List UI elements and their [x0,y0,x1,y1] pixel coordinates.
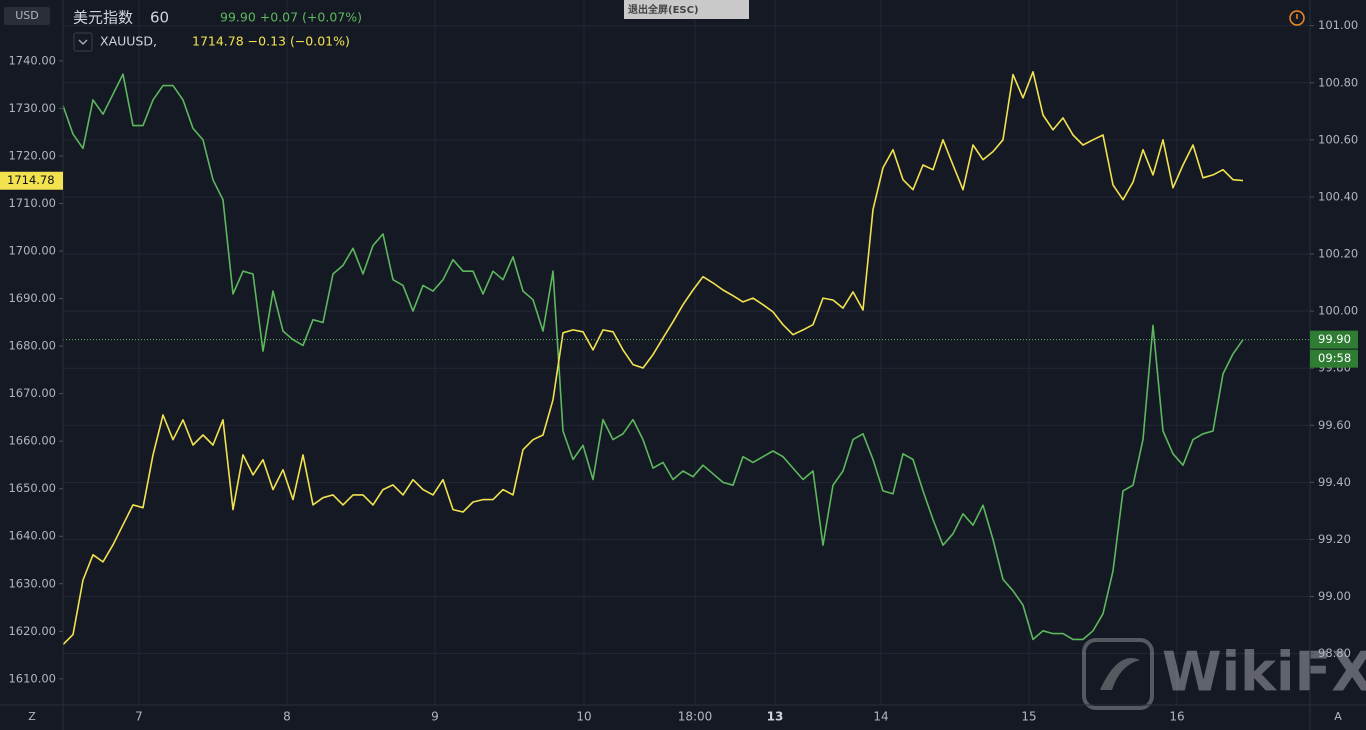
corner-label[interactable]: A [1334,710,1342,723]
series-line [62,73,1244,641]
y-tick-label: 1700.00 [8,244,56,258]
y-tick-label: 1720.00 [8,148,56,162]
y-tick-label: 1650.00 [8,481,56,495]
x-tick-label: 15 [1021,710,1036,724]
y-tick-label: 1730.00 [8,101,56,115]
axes: 98.8099.0099.2099.4099.6099.80100.00100.… [0,18,1358,724]
logo-frame [1082,638,1154,710]
series-line [62,71,1244,646]
last-price-label: 1714.78 [7,173,55,187]
last-price-box [0,171,63,190]
watermark-logo [1082,638,1154,710]
y2-tick-label: 100.00 [1318,304,1358,318]
y2-tick-label: 99.00 [1318,589,1351,603]
last-price-box [1310,330,1358,349]
y-tick-label: 1660.00 [8,434,56,448]
symbol: 美元指数 [73,9,133,27]
y-tick-label: 1630.00 [8,576,56,590]
quote: 99.90 +0.07 (+0.07%) [220,10,362,25]
y2-tick-label: 99.40 [1318,475,1351,489]
x-tick-label: 8 [283,710,291,724]
exit-label: 退出全屏(ESC) [628,3,699,16]
x-tick-label: 7 [135,710,143,724]
y2-tick-label: 100.80 [1318,75,1358,89]
x-tick-label: 14 [873,710,888,724]
corner-label[interactable]: Z [28,710,36,723]
y2-tick-label: 101.00 [1318,18,1358,32]
x-tick-label: 18:00 [678,710,713,724]
interval: 60 [150,9,169,27]
y-tick-label: 1710.00 [8,196,56,210]
collapse-button[interactable] [73,32,93,52]
alert-icon[interactable] [1289,10,1305,26]
x-tick-label: 13 [767,710,784,724]
watermark: WikiFX [1162,641,1366,704]
y-tick-label: 1610.00 [8,671,56,685]
symbol: XAUUSD, [100,34,157,49]
y2-tick-label: 99.60 [1318,418,1351,432]
countdown: 09:58 [1318,351,1351,365]
grid [63,0,1310,705]
y-tick-label: 1690.00 [8,291,56,305]
y2-tick-label: 100.20 [1318,247,1358,261]
countdown-box [1310,349,1358,368]
y2-tick-label: 98.80 [1318,646,1351,660]
y-tick-label: 1670.00 [8,386,56,400]
last-price-label: 99.90 [1318,332,1351,346]
lines [62,71,1310,646]
y-tick-label: 1680.00 [8,339,56,353]
logo-mark [1100,658,1140,690]
exit-button[interactable] [624,0,749,19]
quote: 1714.78 −0.13 (−0.01%) [192,34,350,49]
y2-tick-label: 100.40 [1318,189,1358,203]
y-tick-label: 1740.00 [8,53,56,67]
left-unit: USD [15,9,39,22]
chevron [78,39,88,45]
x-tick-label: 16 [1169,710,1184,724]
unit-box [4,7,50,25]
x-tick-label: 10 [576,710,591,724]
y2-tick-label: 100.60 [1318,132,1358,146]
x-tick-label: 9 [431,710,439,724]
y-tick-label: 1620.00 [8,624,56,638]
y-tick-label: 1640.00 [8,529,56,543]
y2-tick-label: 99.20 [1318,532,1351,546]
